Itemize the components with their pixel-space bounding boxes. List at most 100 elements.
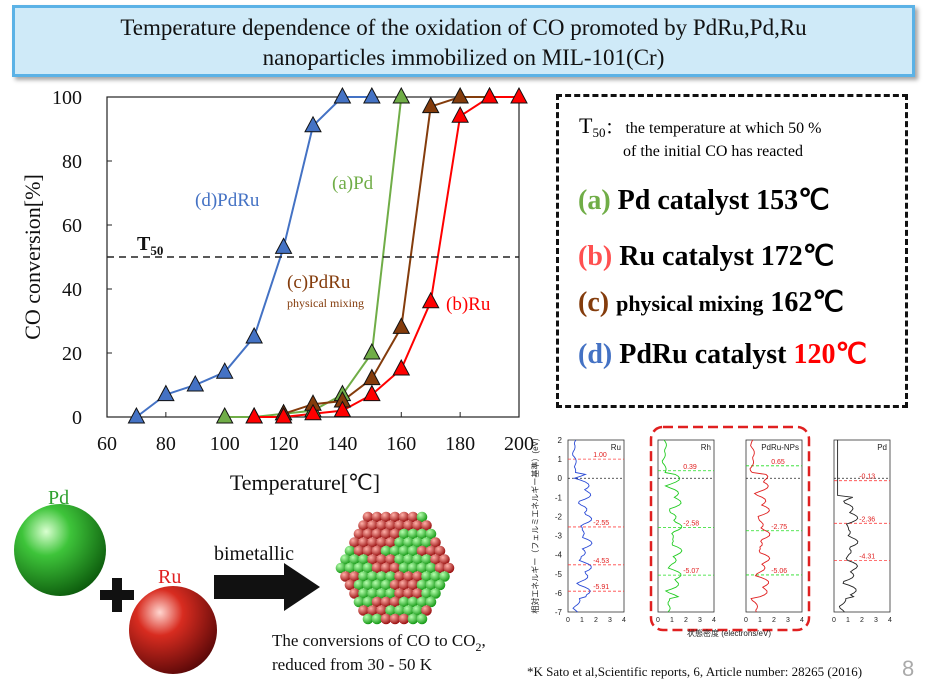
dos-level-label: -5.06 <box>771 568 787 575</box>
series-marker <box>510 86 528 104</box>
dos-level-label: 0.65 <box>771 459 785 466</box>
nanoparticle-atom <box>398 562 410 574</box>
nanoparticle-atom <box>358 537 369 548</box>
dos-level-label: -2.55 <box>593 520 609 527</box>
nanoparticle-atom <box>371 613 383 625</box>
nanoparticle-atom <box>430 571 441 582</box>
dos-x-tick-label: 3 <box>698 617 702 624</box>
nanoparticle-atom <box>389 562 401 574</box>
nanoparticle-atom <box>353 528 365 540</box>
series-marker <box>392 86 411 104</box>
series-label-pd: (a)Pd <box>332 173 374 194</box>
nanoparticle-atom <box>385 571 396 582</box>
nanoparticle-atom <box>434 579 446 591</box>
nanoparticle-atom <box>425 528 437 540</box>
nanoparticle-atom <box>416 579 428 591</box>
t50-subscript: 50 <box>592 125 606 141</box>
series-label-physical-mixing: (c)PdRu <box>287 272 351 293</box>
dos-x-tick-label: 2 <box>860 617 864 624</box>
dos-x-tick-label: 0 <box>566 617 570 624</box>
co-conversion-chart: 60 80 100 120 140 160 180 200 0 20 40 60 80 100 Temper… <box>20 86 534 495</box>
series-line-3 <box>254 96 519 418</box>
dos-curve <box>749 439 771 613</box>
series-marker <box>215 406 234 424</box>
series-marker <box>421 96 440 114</box>
nanoparticle-atom <box>371 579 383 591</box>
nanoparticle-atom <box>385 520 396 531</box>
nanoparticle-atom <box>344 579 356 591</box>
series-marker <box>363 384 381 402</box>
nanoparticle-atom <box>389 596 401 608</box>
legend-item-ru: (b) Ru catalyst 172℃ <box>578 239 834 273</box>
dos-x-tick-label: 3 <box>786 617 790 624</box>
nanoparticle-atom <box>394 520 405 531</box>
nanoparticle-atom <box>380 528 392 540</box>
nanoparticle-atom <box>371 562 383 574</box>
nanoparticle-atom <box>394 554 405 565</box>
x-tick-label: 100 <box>210 433 240 455</box>
nanoparticle-atom <box>430 588 441 599</box>
nanoparticle-atom <box>416 528 428 540</box>
nanoparticle-atom <box>362 596 374 608</box>
title-line-2: nanoparticles immobilized on MIL-101(Cr) <box>262 45 665 70</box>
nanoparticle-atom <box>371 511 383 523</box>
nanoparticle-atom <box>389 579 401 591</box>
dos-level-label: 0.39 <box>683 464 697 471</box>
y-tick-label: 80 <box>62 151 82 173</box>
highlight-dashed-frame <box>649 425 811 632</box>
dos-level-label: -0.13 <box>859 474 875 481</box>
nanoparticle-atom <box>362 579 374 591</box>
dos-level-label: -2.36 <box>859 516 875 523</box>
dos-x-tick-label: 4 <box>888 617 892 624</box>
nanoparticle-atom <box>349 571 360 582</box>
dos-level-label: -5.07 <box>683 568 699 575</box>
series-label-ru: (b)Ru <box>446 294 491 315</box>
dos-level-label: -2.58 <box>683 521 699 528</box>
dos-panels: 相対エネルギー（フェルミエネルギー基準）(eV) 2 1 0 -1 -2 -3 -4 -5 -6 -… <box>530 425 892 638</box>
dos-y-tick-label: -4 <box>555 551 563 560</box>
nanoparticle-atom <box>376 520 387 531</box>
nanoparticle-atom <box>421 571 432 582</box>
citation-footer: *K Sato et al,Scientific reports, 6, Art… <box>527 664 863 679</box>
legend-item-physical-mixing: (c) physical mixing 162℃ <box>578 285 844 319</box>
nanoparticle-atom <box>398 545 410 557</box>
nanoparticle-atom <box>398 579 410 591</box>
nanoparticle-atom <box>398 511 410 523</box>
nanoparticle-atom <box>416 545 428 557</box>
catalyst-legend-box: T50： the temperature at which 50 % of th… <box>556 94 908 408</box>
nanoparticle-atom <box>394 588 405 599</box>
nanoparticle-atom <box>407 579 419 591</box>
nanoparticle-atom <box>421 520 432 531</box>
bimetallic-label: bimetallic <box>214 543 294 565</box>
nanoparticle-atom <box>376 588 387 599</box>
nanoparticle-atom <box>380 562 392 574</box>
nanoparticle-atom <box>358 605 369 616</box>
nanoparticle-atom <box>385 554 396 565</box>
x-axis-label: Temperature[℃] <box>230 470 380 495</box>
legend-text-pd: Pd catalyst 153℃ <box>617 185 830 216</box>
legend-value-pdru: 120℃ <box>793 339 867 370</box>
chart-series <box>127 86 528 424</box>
ru-atom-label: Ru <box>158 566 181 588</box>
nanoparticle-atom <box>407 562 419 574</box>
nanoparticle-atom <box>362 528 374 540</box>
nanoparticle-atom <box>416 613 428 625</box>
t50-definition-line-2: of the initial CO has reacted <box>623 143 803 160</box>
nanoparticle-atom <box>434 562 446 574</box>
dos-level-label: 1.00 <box>593 452 607 459</box>
dos-panel-title: Pd <box>877 443 887 452</box>
t50-symbol: T <box>579 113 593 138</box>
nanoparticle-atom <box>380 579 392 591</box>
series-marker <box>451 86 469 104</box>
dos-x-tick-label: 4 <box>712 617 716 624</box>
y-tick-label: 20 <box>62 343 82 365</box>
nanoparticle-atom <box>362 562 374 574</box>
nanoparticle-atom <box>403 588 414 599</box>
nanoparticle-atom <box>421 588 432 599</box>
dos-x-tick-label: 4 <box>800 617 804 624</box>
x-tick-label: 200 <box>504 433 534 455</box>
nanoparticle-atom <box>385 588 396 599</box>
nanoparticle-atom <box>344 545 356 557</box>
nanoparticle-atom <box>412 588 423 599</box>
nanoparticle-atom <box>394 605 405 616</box>
